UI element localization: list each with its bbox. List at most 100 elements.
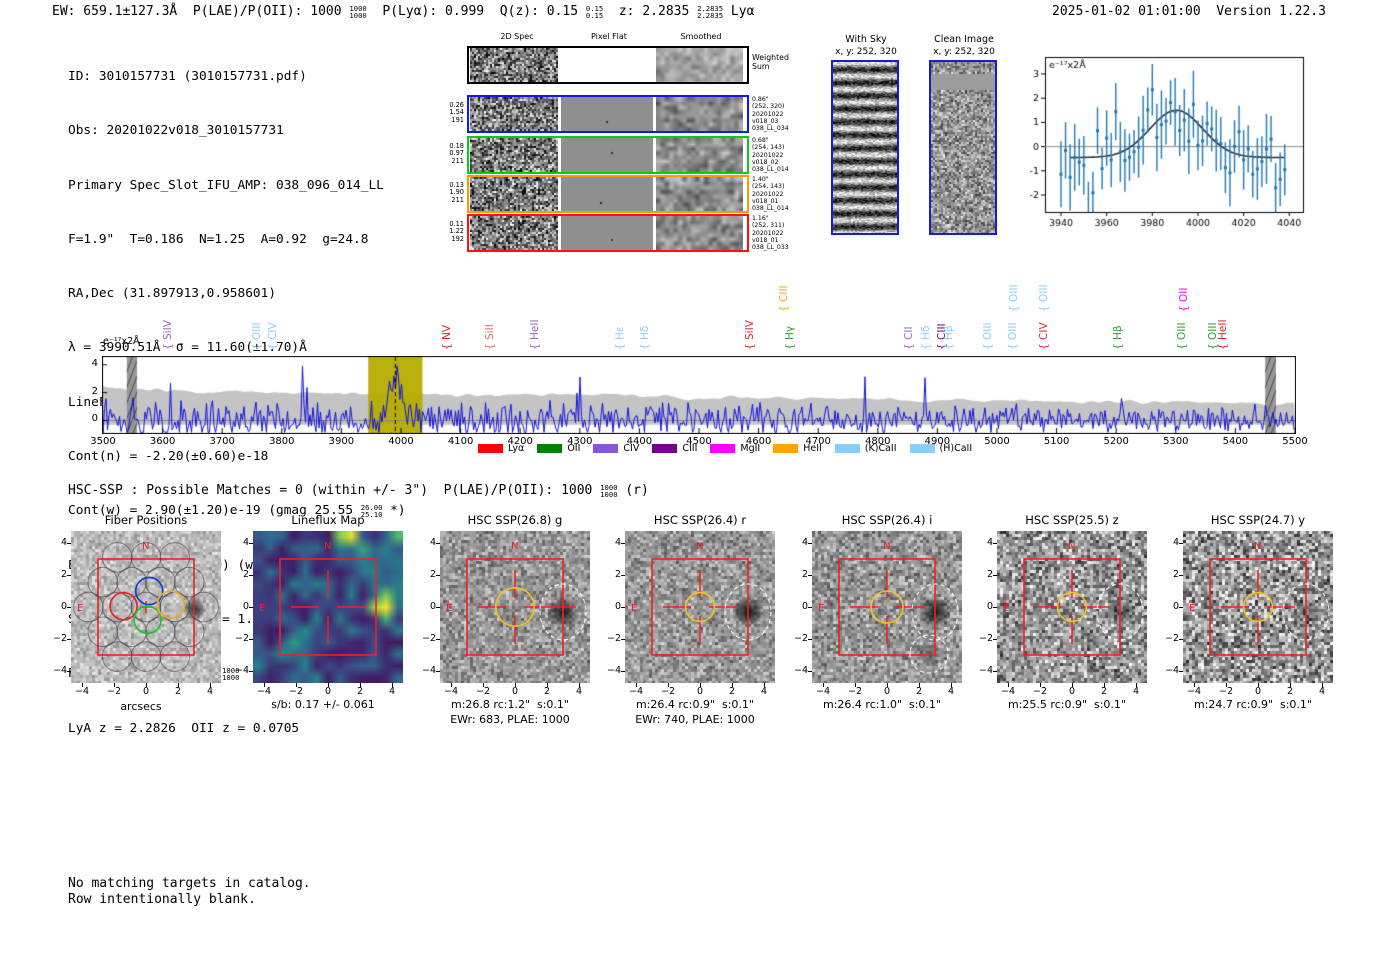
svg-text:E: E — [259, 603, 265, 614]
panel-0-xtick-0: 0 — [142, 686, 150, 697]
svg-text:E: E — [1189, 603, 1195, 614]
line-label-civ-2: { CIV — [267, 322, 280, 350]
spectrum-xtick-5300: 5300 — [1163, 436, 1189, 447]
spectrum-legend: Lyα OII CIV CIII MgII HeII (K)CaII (H)CaII — [478, 443, 972, 454]
legend-item-7: (H)CaII — [909, 443, 972, 454]
panel-0-ytick-2: 2 — [60, 569, 67, 580]
line-label-siii-4: { SiII — [483, 324, 496, 350]
panel-6-xtick--4: −4 — [1186, 686, 1201, 697]
spectrum-xtick-3900: 3900 — [328, 436, 355, 447]
panel-5-xtick--2: −2 — [1032, 686, 1047, 697]
info-radec: RA,Dec (31.897913,0.958601) — [68, 286, 277, 302]
line-label-cii-11: { CII — [903, 326, 916, 350]
panel-1-ytick-4: 4 — [242, 537, 249, 548]
panel-title-0: Fiber Positions — [104, 513, 188, 527]
panel-2-xtick-4: 4 — [575, 686, 583, 697]
spectrum-ytick-2: 2 — [91, 385, 98, 397]
line-label-oiii-1: { OIII — [251, 322, 264, 350]
spec2d-row-2 — [467, 136, 749, 174]
panel-fiber-0: Fiber Positions N E −4 −4 −2 −2 0 0 2 2 4 4 arcsecs — [51, 508, 241, 743]
panel-4-ytick--4: −4 — [793, 665, 808, 676]
sky-cutouts: With Sky x, y: 252, 320 Clean Image x, y… — [818, 28, 1028, 258]
panel-0-ytick--2: −2 — [52, 633, 67, 644]
panel-2-ytick-4: 4 — [429, 537, 436, 548]
panel-hsc-3: HSC SSP(26.4) r N E −4 −4 −2 −2 0 0 2 2 4 4 m:26.4 rc… — [605, 508, 795, 743]
legend-swatch-1 — [537, 444, 563, 453]
panel-6-ytick-0: 0 — [1172, 601, 1179, 612]
panel-title-2: HSC SSP(26.8) g — [467, 513, 563, 527]
spectrum-xtick-4600: 4600 — [745, 436, 772, 447]
spectrum-xtick-4700: 4700 — [805, 436, 831, 447]
with-sky-canvas — [833, 62, 897, 233]
legend-label-1: OII — [567, 443, 581, 454]
line-label-oiii-21: { OIII — [1175, 322, 1188, 350]
spectrum-xtick-4900: 4900 — [924, 436, 951, 447]
spec2d-row-0-label: Weighted Sum — [752, 53, 789, 71]
svg-text:N: N — [511, 541, 518, 552]
report-header: EW: 659.1±127.3Å P(LAE)/P(OII): 1000 100… — [52, 4, 754, 19]
panel-3-xtick-4: 4 — [760, 686, 768, 697]
legend-item-6: (K)CaII — [834, 443, 897, 454]
panel-0-xtick--2: −2 — [106, 686, 121, 697]
panel-2-ytick-2: 2 — [429, 569, 436, 580]
panel-3-ytick--2: −2 — [606, 633, 621, 644]
panel-4-xtick--4: −4 — [815, 686, 830, 697]
panel-6-ytick--4: −4 — [1164, 665, 1179, 676]
spec2d-row-3 — [467, 175, 749, 213]
line-label-nv-3: { NV — [441, 324, 454, 350]
panel-caption1-4: m:26.4 rc:1.0" s:0.1" — [823, 698, 941, 711]
header-plya-qz: P(Lyα): 0.999 Q(z): 0.15 — [366, 4, 586, 19]
panel-caption1-6: m:24.7 rc:0.9" s:0.1" — [1194, 698, 1312, 711]
panel-4-xtick-4: 4 — [947, 686, 955, 697]
panel-overlay-2: NE — [446, 541, 587, 656]
pixelflat-strip-row3 — [561, 177, 653, 211]
panel-0-xtick-4: 4 — [206, 686, 214, 697]
line-label-heii-24: { HeII — [1217, 319, 1230, 350]
panel-2-ytick-0: 0 — [429, 601, 436, 612]
line-label-oiii-18: { OIII — [1038, 284, 1051, 312]
spec2d-panel: 2D Spec Pixel Flat Smoothed Weighted Sum 0.26… — [440, 28, 818, 263]
line-label-hε-6: { Hε — [613, 326, 626, 350]
line-label-hβ-14: { Hβ — [943, 325, 956, 350]
spectrum-xtick-5200: 5200 — [1103, 436, 1129, 447]
panel-hsc-4: HSC SSP(26.4) i N E −4 −4 −2 −2 0 0 2 2 4 4 m:26.4 rc… — [792, 508, 982, 743]
spectrum-ylabel: e⁻¹⁷x2Å — [103, 336, 140, 347]
line-label-ciii-9: { CIII — [778, 285, 791, 312]
spec2d-strip-row2 — [470, 138, 558, 172]
spectrum-xtick-4300: 4300 — [567, 436, 593, 447]
panel-title-4: HSC SSP(26.4) i — [841, 513, 933, 527]
pixelflat-strip-row4 — [561, 216, 653, 250]
panel-2-xtick-0: 0 — [511, 686, 519, 697]
panel-5-xtick-0: 0 — [1068, 686, 1076, 697]
footer-note-1: No matching targets in catalog. — [68, 876, 311, 891]
line-label-hβ-20: { Hβ — [1111, 325, 1124, 350]
spec2d-col-2dspec: 2D Spec — [500, 32, 534, 41]
footer-note-2: Row intentionally blank. — [68, 892, 256, 907]
panel-caption2-2: EWr: 683, PLAE: 1000 — [450, 713, 570, 726]
header-line-type: Lyα — [723, 4, 755, 19]
legend-item-0: Lyα — [478, 443, 524, 454]
panel-caption1-1: s/b: 0.17 +/- 0.061 — [271, 698, 375, 711]
panel-overlay-1: NE — [259, 541, 377, 656]
spectrum-ytick-4: 4 — [91, 357, 98, 369]
panel-6-ytick--2: −2 — [1164, 633, 1179, 644]
panel-map-1: Lineflux Map N E −4 −4 −2 −2 0 0 2 2 4 4 s/b: 0.17 +/… — [233, 508, 423, 743]
spectrum-xtick-5100: 5100 — [1043, 436, 1070, 447]
line-label-oii-22: { OII — [1177, 287, 1190, 312]
panel-3-xtick-0: 0 — [696, 686, 704, 697]
panel-overlay-4: NE — [818, 541, 959, 674]
spec2d-col-smoothed: Smoothed — [680, 32, 722, 41]
panel-6-xtick-2: 2 — [1286, 686, 1294, 697]
spectrum-xtick-4100: 4100 — [447, 436, 474, 447]
panel-6-ytick-2: 2 — [1172, 569, 1179, 580]
spectrum-xtick-4000: 4000 — [388, 436, 414, 447]
legend-label-5: HeII — [803, 443, 822, 454]
z-fraction: 2.2835 2.2835 — [697, 3, 724, 20]
panel-1-ytick--2: −2 — [234, 633, 249, 644]
panel-4-ytick-2: 2 — [801, 569, 808, 580]
plae-fraction: 1000 1000 — [349, 3, 367, 20]
line-label-hδ-12: { Hδ — [920, 325, 933, 350]
spec2d-row-3-label: 1.40" (254, 143) 20201022 v018_01 038_LL_014 — [752, 176, 789, 213]
panel-3-ytick-2: 2 — [614, 569, 621, 580]
